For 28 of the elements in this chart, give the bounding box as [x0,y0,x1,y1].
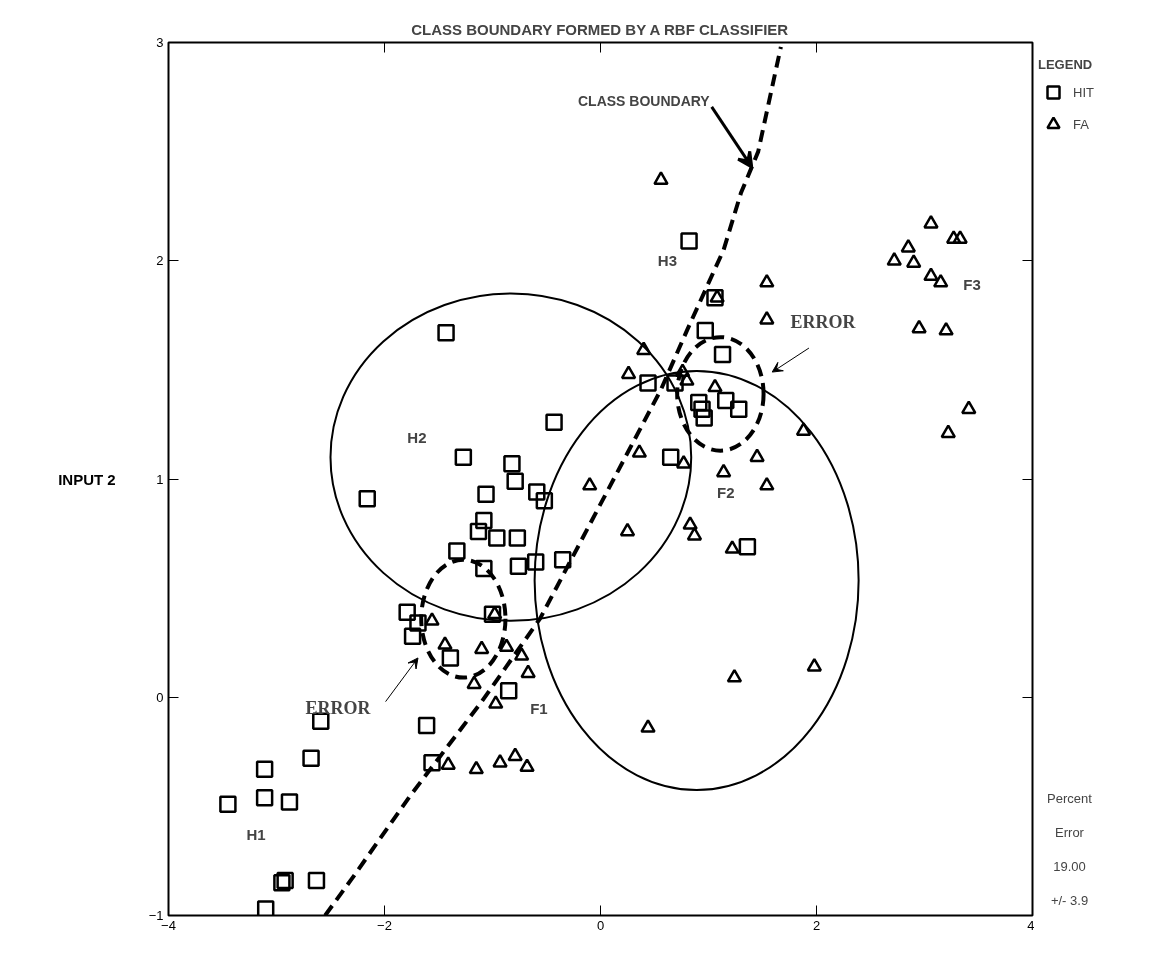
y-tick-label: −1 [148,908,164,923]
x-tick-label: −2 [377,917,392,933]
legend-label: FA [1073,116,1090,132]
chart-title: CLASS BOUNDARY FORMED BY A RBF CLASSIFIER [411,20,789,38]
x-tick-label: 4 [1027,917,1035,933]
y-tick-label: 3 [156,35,164,50]
x-tick-label: 2 [812,917,821,933]
annotation: F1 [530,699,548,717]
x-tick-label: 0 [596,917,605,933]
text: Percent [1047,791,1093,807]
annotation: ERROR [305,698,372,719]
y-axis-title: INPUT 2 [58,470,116,488]
annotation: F3 [963,276,981,294]
annotation: F2 [717,483,735,501]
y-tick-label: 2 [156,253,164,269]
annotation: H3 [657,252,678,270]
x-tick-label: −4 [161,917,176,933]
legend-label: HIT [1073,84,1094,100]
y-tick-label: 0 [156,689,164,705]
legend-title: LEGEND [1038,57,1094,72]
annotation: CLASS BOUNDARY [577,92,711,109]
y-tick-label: 1 [156,471,164,487]
annotation: H2 [407,429,427,447]
text: +/- 3.9 [1050,892,1089,908]
annotation: ERROR [790,311,857,332]
text: Error [1055,825,1085,841]
text: 19.00 [1053,858,1086,874]
annotation: H1 [246,826,266,844]
